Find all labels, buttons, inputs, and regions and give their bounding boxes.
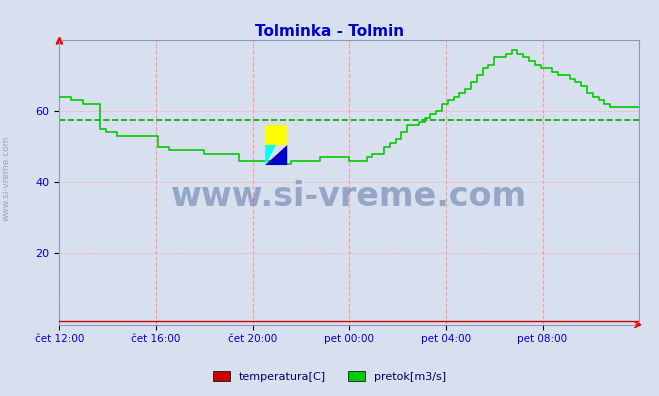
Text: www.si-vreme.com: www.si-vreme.com xyxy=(2,135,11,221)
Polygon shape xyxy=(265,145,287,165)
Text: Tolminka - Tolmin: Tolminka - Tolmin xyxy=(255,24,404,39)
Legend: temperatura[C], pretok[m3/s]: temperatura[C], pretok[m3/s] xyxy=(209,367,450,386)
Bar xyxy=(265,125,287,145)
Text: www.si-vreme.com: www.si-vreme.com xyxy=(171,180,527,213)
Polygon shape xyxy=(265,145,276,165)
